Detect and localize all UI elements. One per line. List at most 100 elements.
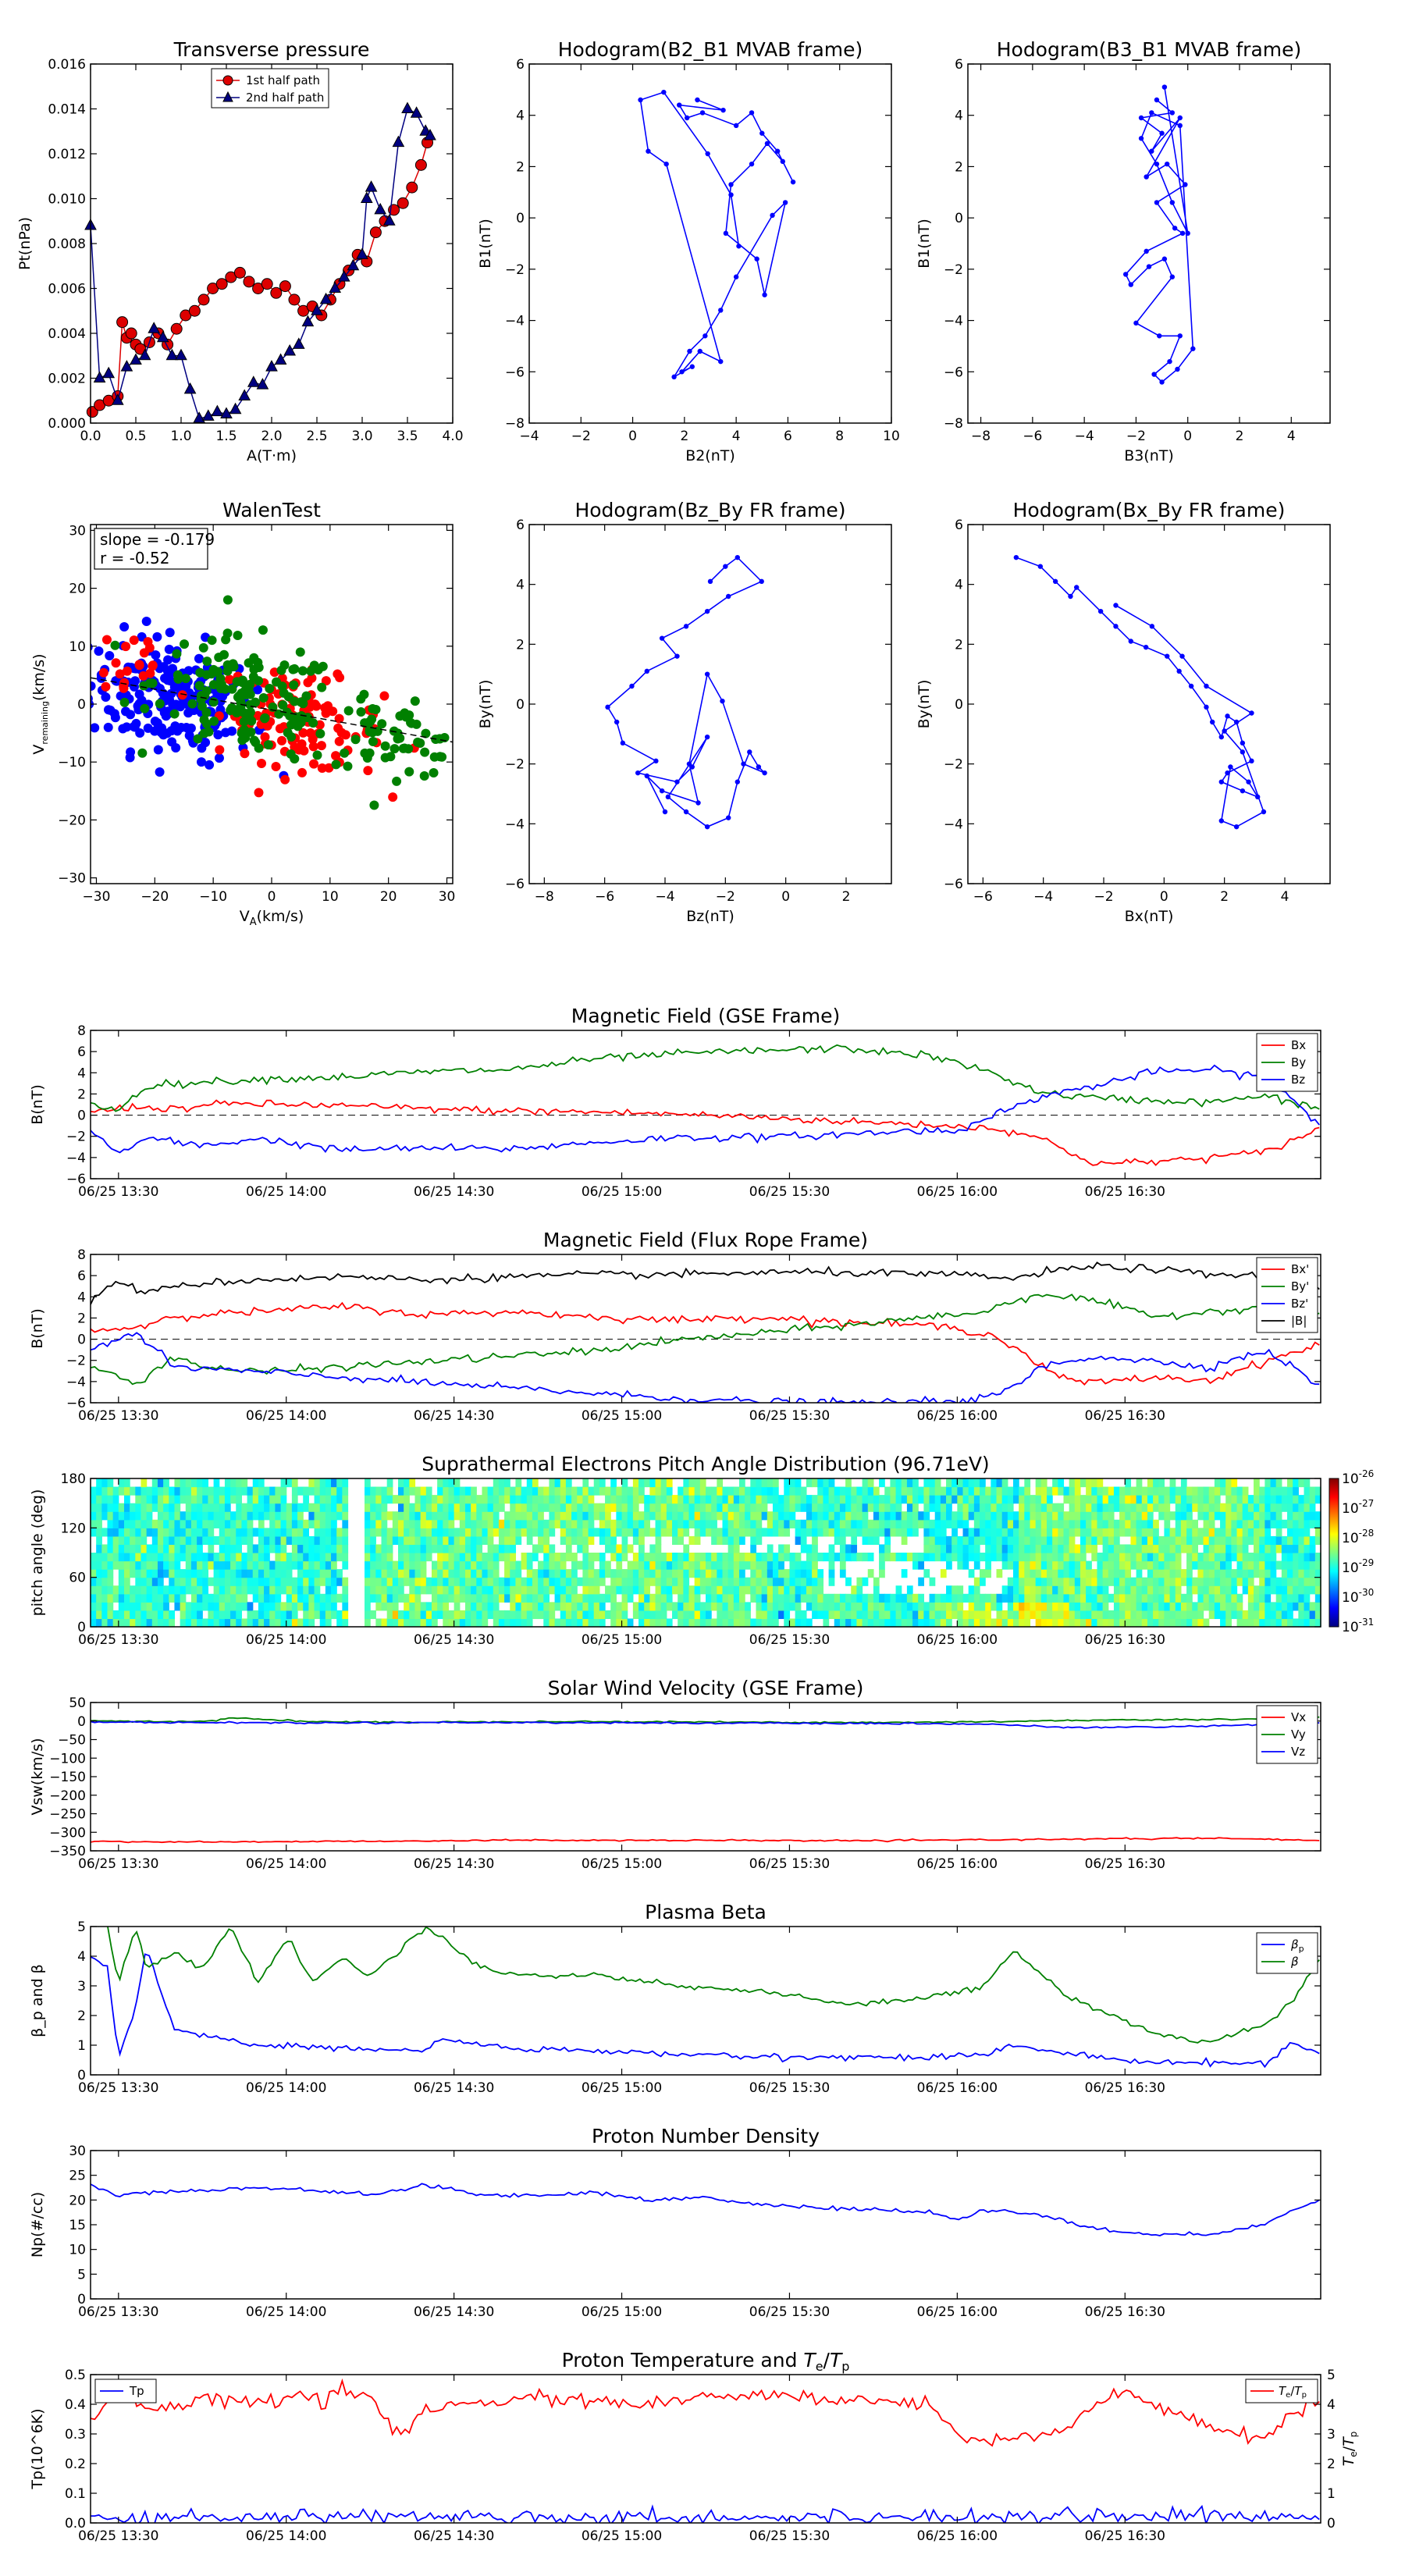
heatmap-cell [230,1544,237,1553]
heatmap-cell [443,1585,450,1595]
heatmap-cell [264,1602,270,1611]
heatmap-cell [241,1503,248,1512]
heatmap-cell [672,1553,678,1562]
heatmap-cell [342,1585,349,1595]
heatmap-cell [375,1528,382,1537]
heatmap-cell [717,1553,724,1562]
heatmap-cell [1264,1503,1272,1512]
x-tick-label: 0.0 [80,429,101,444]
heatmap-cell [510,1560,517,1570]
hodogram-point [1240,740,1246,746]
heatmap-cell [717,1610,724,1620]
heatmap-cell [1164,1528,1171,1537]
fit-line [91,677,453,743]
heatmap-cell [151,1486,158,1496]
y-tick-label: 0.000 [48,416,86,432]
heatmap-cell [795,1535,802,1546]
heatmap-cell [510,1519,517,1528]
heatmap-cell [1136,1511,1143,1521]
heatmap-cell [91,1618,97,1628]
heatmap-cell [577,1577,583,1586]
heatmap-cell [308,1593,315,1603]
heatmap-cell [471,1553,477,1562]
x-tick-label: 06/25 15:30 [749,1184,830,1200]
heatmap-cell [258,1593,265,1603]
heatmap-cell [1001,1618,1008,1628]
heatmap-cell [414,1610,422,1620]
heatmap-cell [365,1569,371,1578]
heatmap-cell [252,1585,259,1595]
heatmap-cell [851,1610,858,1620]
heatmap-cell [392,1519,399,1528]
x-tick-label: 0 [628,429,637,444]
heatmap-cell [1287,1544,1293,1553]
heatmap-cell [683,1495,690,1504]
heatmap-cell [1007,1528,1014,1537]
heatmap-cell [269,1544,276,1553]
x-tick-label: 2 [842,889,851,905]
heatmap-cell [632,1535,639,1546]
colorbar-tick-label: 10-27 [1342,1498,1374,1517]
scatter-point [110,713,120,723]
x-tick-label: 20 [380,889,397,905]
heatmap-cell [1153,1519,1159,1528]
heatmap-cell [1147,1585,1154,1595]
plot-frame [90,1030,1321,1179]
heatmap-cell [130,1610,136,1620]
heatmap-cell [1069,1602,1076,1611]
heatmap-cell [884,1618,891,1628]
x-tick-label: 2 [1236,429,1244,444]
heatmap-cell [1108,1495,1115,1504]
heatmap-cell [985,1519,991,1528]
heatmap-cell [683,1577,690,1586]
heatmap-cell [135,1577,142,1586]
heatmap-cell [336,1486,343,1496]
heatmap-cell [1208,1544,1215,1553]
heatmap-cell [1019,1535,1025,1546]
heatmap-cell [605,1519,611,1528]
heatmap-cell [526,1535,533,1546]
heatmap-cell [784,1528,791,1537]
heatmap-cell [1063,1618,1070,1628]
heatmap-cell [1293,1478,1299,1488]
heatmap-cell [946,1553,952,1562]
heatmap-cell [515,1560,522,1570]
hodogram-point [1149,624,1155,629]
heatmap-cell [118,1560,125,1570]
heatmap-cell [303,1610,309,1620]
heatmap-cell [482,1610,489,1620]
heatmap-cell [118,1593,125,1603]
heatmap-cell [1024,1610,1031,1620]
heatmap-cell [1130,1495,1137,1504]
scatter-point [363,766,373,776]
heatmap-cell [711,1569,717,1578]
heatmap-cell [1136,1577,1143,1586]
heatmap-cell [1097,1535,1104,1546]
heatmap-cell [392,1511,399,1521]
heatmap-cell [342,1544,349,1553]
heatmap-cell [621,1610,628,1620]
heatmap-cell [1091,1511,1098,1521]
chart-title: Plasma Beta [645,1901,767,1923]
heatmap-cell [454,1511,461,1521]
heatmap-cell [980,1519,986,1528]
heatmap-cell [459,1569,466,1578]
hodogram-point [702,333,708,339]
heatmap-cell [1203,1602,1210,1611]
legend-label: βp [1290,1937,1304,1954]
heatmap-cell [135,1528,142,1537]
heatmap-cell [174,1569,181,1578]
heatmap-cell [151,1535,158,1546]
heatmap-cell [699,1511,706,1521]
heatmap-cell [521,1486,528,1496]
heatmap-cell [319,1535,326,1546]
heatmap-cell [1136,1585,1143,1595]
heatmap-cell [795,1503,802,1512]
heatmap-cell [1086,1602,1092,1611]
heatmap-cell [655,1503,662,1512]
heatmap-cell [224,1519,231,1528]
heatmap-cell [778,1610,784,1620]
hodogram-point [683,809,689,815]
heatmap-cell [879,1519,885,1528]
heatmap-cell [202,1585,209,1595]
